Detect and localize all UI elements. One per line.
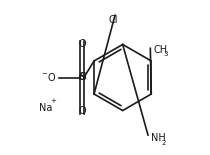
Text: O: O (78, 106, 86, 115)
Text: $^{-}$O: $^{-}$O (41, 71, 56, 84)
Text: S: S (78, 73, 86, 82)
Text: 2: 2 (161, 140, 166, 146)
Text: Cl: Cl (109, 15, 118, 25)
Text: +: + (50, 98, 56, 104)
Text: Na: Na (39, 103, 52, 113)
Text: 3: 3 (163, 51, 168, 58)
Text: NH: NH (151, 133, 166, 143)
Text: O: O (78, 40, 86, 49)
Text: CH: CH (153, 45, 168, 55)
